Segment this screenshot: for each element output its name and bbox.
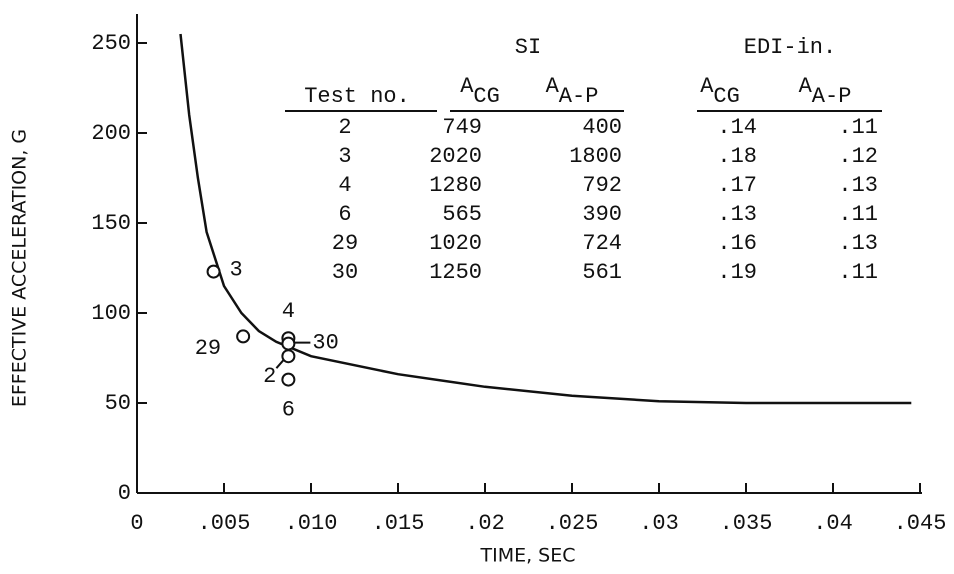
x-axis-title: TIME, SEC — [479, 545, 575, 567]
table-cell: 1250 — [429, 260, 482, 285]
table-cell: 724 — [582, 231, 622, 256]
group-header: EDI-in. — [744, 35, 836, 60]
point — [281, 336, 296, 351]
subscript: CG — [713, 84, 739, 109]
table-cell: .18 — [717, 144, 757, 169]
table-cell: 1800 — [569, 144, 622, 169]
y-tick-label: 200 — [91, 121, 131, 146]
point — [281, 349, 296, 364]
y-tick-label: 0 — [118, 481, 131, 506]
table-cell: 749 — [442, 115, 482, 140]
table-cell: .11 — [838, 202, 878, 227]
y-tick-label: 250 — [91, 31, 131, 56]
table-cell: 1280 — [429, 173, 482, 198]
point-label: 4 — [282, 299, 295, 324]
column-header: ACG — [460, 74, 500, 109]
y-tick-label: 100 — [91, 301, 131, 326]
x-tick-label: 0 — [130, 511, 143, 536]
x-tick-label: .04 — [813, 511, 853, 536]
x-tick-label: .025 — [546, 511, 599, 536]
table-cell: 1020 — [429, 231, 482, 256]
table-cell: .12 — [838, 144, 878, 169]
table-cell: 29 — [332, 231, 358, 256]
x-tick-label: .015 — [372, 511, 425, 536]
x-tick-label: .005 — [198, 511, 251, 536]
table-cell: .13 — [838, 173, 878, 198]
y-tick-label: 150 — [91, 211, 131, 236]
table-cell: .19 — [717, 260, 757, 285]
point — [281, 372, 296, 387]
table-cell: 2020 — [429, 144, 482, 169]
table-cell: .17 — [717, 173, 757, 198]
column-header: Test no. — [304, 84, 410, 109]
table-cell: .13 — [717, 202, 757, 227]
table-cell: 6 — [338, 202, 351, 227]
group-header: SI — [515, 35, 541, 60]
table-cell: .11 — [838, 260, 878, 285]
column-header: ACG — [700, 74, 740, 109]
table-cell: 561 — [582, 260, 622, 285]
y-tick-label: 50 — [105, 391, 131, 416]
column-header: AA-P — [546, 74, 599, 109]
y-axis-title: EFFECTIVE ACCELERATION, G — [9, 129, 31, 407]
x-tick-label: .03 — [639, 511, 679, 536]
table-cell: 30 — [332, 260, 358, 285]
subscript: CG — [473, 84, 499, 109]
point-label: 2 — [263, 364, 276, 389]
table-cell: .14 — [717, 115, 757, 140]
table-cell: 3 — [338, 144, 351, 169]
table-cell: .11 — [838, 115, 878, 140]
point — [236, 329, 251, 344]
subscript: A-P — [559, 84, 599, 109]
table-cell: 792 — [582, 173, 622, 198]
table-cell: .16 — [717, 231, 757, 256]
leader — [275, 359, 285, 369]
symbol: A — [546, 74, 560, 99]
point-label: 30 — [312, 330, 338, 355]
x-tick-label: .010 — [285, 511, 338, 536]
table-cell: 390 — [582, 202, 622, 227]
point-label: 6 — [282, 397, 295, 422]
table-cell: 4 — [338, 173, 351, 198]
x-tick-label: .045 — [894, 511, 947, 536]
x-tick-label: .035 — [720, 511, 773, 536]
point — [206, 264, 221, 279]
table-cell: 400 — [582, 115, 622, 140]
table-cell: 2 — [338, 115, 351, 140]
point-label: 3 — [230, 257, 243, 282]
symbol: A — [460, 74, 474, 99]
curve — [179, 33, 912, 405]
symbol: A — [700, 74, 714, 99]
table-cell: .13 — [838, 231, 878, 256]
column-header: AA-P — [799, 74, 852, 109]
table-cell: 565 — [442, 202, 482, 227]
subscript: A-P — [812, 84, 852, 109]
x-tick-label: .02 — [465, 511, 505, 536]
symbol: A — [799, 74, 813, 99]
point-label: 29 — [195, 336, 221, 361]
